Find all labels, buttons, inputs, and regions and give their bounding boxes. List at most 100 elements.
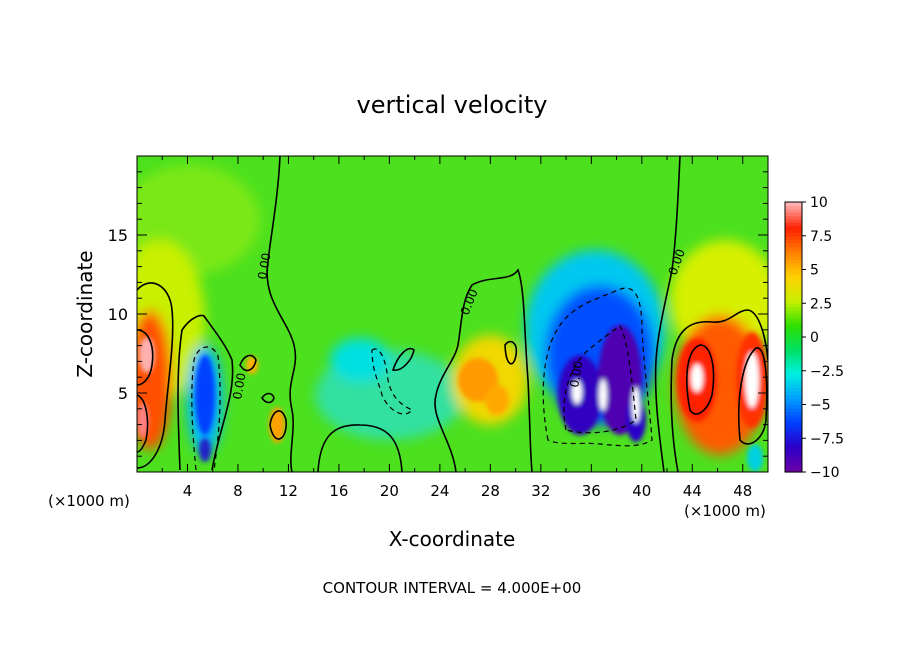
colorbar-tick-label: −5 bbox=[810, 398, 831, 414]
x-tick-label: 16 bbox=[329, 482, 348, 500]
x-tick-label: 12 bbox=[279, 482, 298, 500]
colorbar-segment bbox=[785, 468, 802, 473]
colorbar-segment bbox=[785, 272, 802, 277]
colorbar-segment bbox=[785, 374, 802, 379]
colorbar-tick-label: −7.5 bbox=[810, 431, 844, 447]
colorbar-segment bbox=[785, 266, 802, 271]
colorbar-segment bbox=[785, 215, 802, 220]
colorbar-segment bbox=[785, 411, 802, 416]
colorbar-segment bbox=[785, 367, 802, 372]
x-tick-label: 28 bbox=[481, 482, 500, 500]
colorbar-segment bbox=[785, 299, 802, 304]
colorbar-segment bbox=[785, 239, 802, 244]
colorbar-segment bbox=[785, 364, 802, 368]
colorbar-segment bbox=[785, 202, 802, 206]
colorbar-segment bbox=[785, 222, 802, 227]
x-axis-unit-left: (×1000 m) bbox=[48, 492, 130, 510]
colorbar-segment bbox=[785, 394, 802, 399]
contour-labels: 0.00 0.00 0.00 0.00 0.00 bbox=[230, 247, 688, 400]
field-core-left-blue bbox=[195, 355, 215, 435]
x-tick-label: 36 bbox=[582, 482, 601, 500]
colorbar-segment bbox=[785, 330, 802, 335]
field-core-white-a bbox=[572, 380, 582, 404]
field-blob-left-core bbox=[137, 310, 172, 450]
x-tick-label: 20 bbox=[380, 482, 399, 500]
colorbar-segment bbox=[785, 249, 802, 254]
colorbar-segment bbox=[785, 212, 802, 217]
colorbar-segment bbox=[785, 360, 802, 365]
colorbar-segment bbox=[785, 404, 802, 409]
colorbar-segment bbox=[785, 465, 802, 470]
colorbar-segment bbox=[785, 401, 802, 406]
field-core-left-navy bbox=[199, 438, 211, 462]
colorbar-segment bbox=[785, 418, 802, 422]
colorbar-segment bbox=[785, 229, 802, 233]
colorbar-segment bbox=[785, 310, 802, 314]
colorbar-segment bbox=[785, 333, 802, 338]
colorbar-segment bbox=[785, 380, 802, 385]
x-tick-label: 48 bbox=[733, 482, 752, 500]
colorbar-segment bbox=[785, 384, 802, 389]
colorbar-segment bbox=[785, 262, 802, 267]
contour-blob-20-5 bbox=[261, 392, 275, 404]
colorbar-segment bbox=[785, 377, 802, 382]
y-tick-label: 10 bbox=[108, 305, 128, 324]
colorbar-segment bbox=[785, 421, 802, 426]
colorbar-segment bbox=[785, 259, 802, 264]
neg-contour-center-cyan bbox=[371, 348, 413, 415]
colorbar-segment bbox=[785, 306, 802, 311]
zero-contour-center bbox=[317, 424, 403, 472]
field-core-white-d bbox=[691, 364, 703, 392]
colorbar-segment bbox=[785, 218, 802, 223]
field-cores bbox=[137, 325, 768, 472]
colorbar-segment bbox=[785, 283, 802, 287]
y-tick-label: 5 bbox=[118, 384, 128, 403]
colorbar-segment bbox=[785, 337, 802, 341]
y-axis-label: Z-coordinate bbox=[73, 250, 97, 377]
colorbar-segment bbox=[785, 225, 802, 230]
colorbar-segment bbox=[785, 407, 802, 412]
colorbar-segment bbox=[785, 424, 802, 429]
y-tick-label: 15 bbox=[108, 226, 128, 245]
x-axis-unit-right: (×1000 m) bbox=[684, 502, 766, 520]
colorbar: 10 7.5 5 2.5 0 −2.5 −5 −7.5 −10 bbox=[784, 195, 844, 481]
x-tick-label: 4 bbox=[183, 482, 193, 500]
negative-contours bbox=[191, 287, 653, 471]
contour-left-inner-2 bbox=[137, 394, 149, 453]
colorbar-segment bbox=[785, 276, 802, 281]
colorbar-segment bbox=[785, 245, 802, 250]
field-core-orange-29 bbox=[485, 385, 509, 415]
colorbar-segment bbox=[785, 357, 802, 362]
colorbar-segment bbox=[785, 313, 802, 318]
colorbar-tick-label: 5 bbox=[810, 263, 819, 279]
colorbar-tick-label: 0 bbox=[810, 330, 819, 346]
contour-label: 0.00 bbox=[255, 252, 273, 281]
colorbar-segment bbox=[785, 387, 802, 392]
contour-right-inner bbox=[686, 344, 715, 415]
colorbar-segment bbox=[785, 448, 802, 453]
colorbar-segment bbox=[785, 320, 802, 325]
field-core-white-b bbox=[599, 379, 607, 411]
contour-blob-8-6 bbox=[239, 354, 257, 372]
x-axis-label: X-coordinate bbox=[389, 527, 516, 551]
colorbar-segment bbox=[785, 232, 802, 237]
contour-left-inner bbox=[137, 329, 154, 386]
colorbar-segment bbox=[785, 323, 802, 328]
colorbar-segment bbox=[785, 414, 802, 419]
contour-blob-11-4 bbox=[269, 410, 287, 440]
colorbar-segment bbox=[785, 252, 802, 257]
heatmap-field bbox=[137, 156, 768, 472]
colorbar-segment bbox=[785, 205, 802, 210]
colorbar-segment bbox=[785, 431, 802, 436]
colorbar-segment bbox=[785, 461, 802, 466]
colorbar-segment bbox=[785, 296, 802, 301]
colorbar-tick-label: 2.5 bbox=[810, 296, 832, 312]
x-tick-label: 24 bbox=[430, 482, 449, 500]
zero-contour-center-right bbox=[434, 268, 533, 472]
colorbar-segment bbox=[785, 293, 802, 298]
colorbar-segment bbox=[785, 256, 802, 260]
colorbar-segment bbox=[785, 445, 802, 449]
colorbar-tick-label: −2.5 bbox=[810, 364, 844, 380]
x-tick-label: 32 bbox=[531, 482, 550, 500]
